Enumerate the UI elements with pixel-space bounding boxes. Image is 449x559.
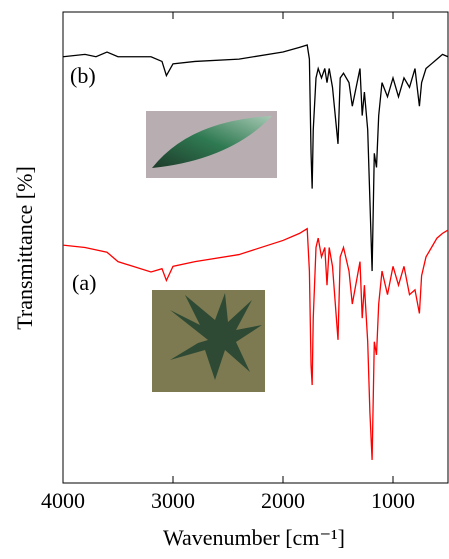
spectrum-line <box>62 227 449 460</box>
spectrum-line <box>62 44 449 272</box>
curve-label: (b) <box>70 63 96 88</box>
y-axis-label: Transmittance [%] <box>12 166 37 330</box>
x-tick-label: 3000 <box>151 488 195 513</box>
curve-label: (a) <box>72 270 96 295</box>
x-axis-label: Wavenumber [cm⁻¹] <box>163 525 345 550</box>
crystal <box>152 116 272 168</box>
plot-frame <box>62 11 449 484</box>
x-tick-label: 2000 <box>261 488 305 513</box>
crystals <box>170 293 262 380</box>
x-tick-label: 1000 <box>371 488 415 513</box>
x-tick-label: 4000 <box>41 488 85 513</box>
